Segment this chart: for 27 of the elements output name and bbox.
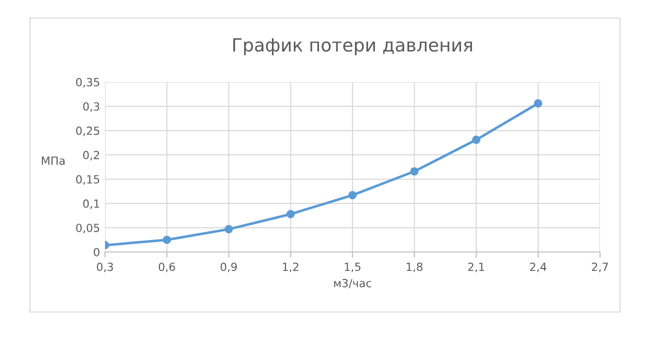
x-tick-label: 2,4 (530, 262, 546, 272)
point (472, 136, 480, 144)
y-axis-title: МПа (42, 156, 65, 165)
chart-title: График потери давления (233, 38, 472, 56)
point (286, 210, 295, 218)
x-tick-label: 0,6 (158, 262, 176, 272)
x-tick-label: 1,5 (344, 262, 360, 272)
point (534, 99, 542, 108)
point (224, 225, 233, 234)
x-tick-label: 0,3 (96, 262, 113, 272)
y-tick-label: 0,25 (76, 126, 100, 136)
y-tick-label: 0,35 (76, 78, 100, 88)
y-tick-label: 0,3 (83, 102, 100, 112)
x-tick-label: 1,2 (283, 262, 298, 272)
y-tick-label: 0,15 (76, 175, 100, 185)
point (410, 167, 419, 176)
x-tick-label: 2,1 (468, 262, 484, 272)
x-tick-label: 0,9 (220, 262, 237, 272)
x-tick-label: 2,7 (592, 262, 608, 272)
y-tick-label: 0,1 (83, 199, 100, 209)
y-tick-label: 0,05 (76, 224, 100, 234)
x-tick-label: 1,8 (406, 262, 422, 272)
x-axis-title: м3/час (334, 278, 372, 288)
y-tick-label: 0,2 (83, 150, 100, 160)
y-tick-label: 0 (94, 248, 100, 256)
point (348, 191, 357, 200)
point (162, 236, 172, 244)
